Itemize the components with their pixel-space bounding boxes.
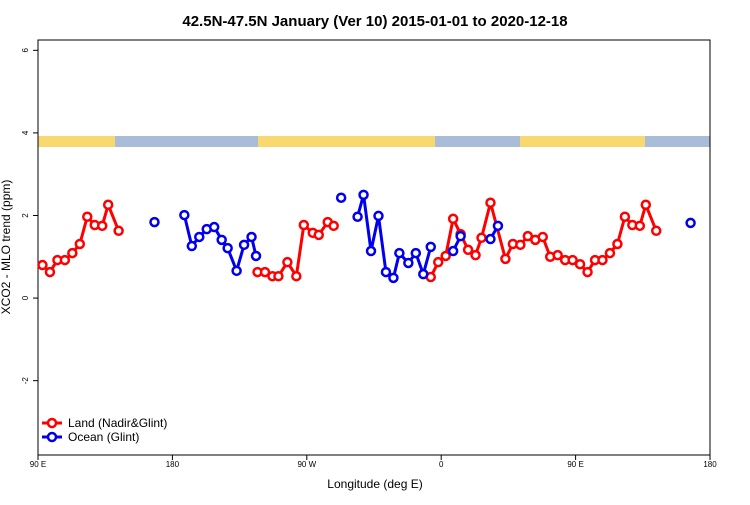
data-point xyxy=(67,247,78,259)
data-point xyxy=(273,270,284,282)
land-strip xyxy=(520,136,645,147)
data-point xyxy=(612,238,623,250)
data-point xyxy=(96,220,108,232)
legend-marker xyxy=(46,431,58,443)
x-axis-label: Longitude (deg E) xyxy=(327,477,422,491)
data-point xyxy=(640,199,652,211)
data-point xyxy=(102,199,114,211)
data-point xyxy=(440,250,451,262)
data-point xyxy=(582,266,593,278)
data-point xyxy=(574,258,586,270)
data-point xyxy=(250,250,262,262)
data-point xyxy=(403,257,414,269)
data-point xyxy=(515,239,526,251)
plot-frame xyxy=(37,39,711,456)
data-point xyxy=(74,238,86,250)
data-point xyxy=(537,231,548,243)
chart-title: 42.5N-47.5N January (Ver 10) 2015-01-01 … xyxy=(182,13,567,30)
data-point xyxy=(238,239,250,251)
data-point xyxy=(231,265,242,277)
legend-marker xyxy=(46,417,58,429)
data-point xyxy=(328,220,339,232)
y-tick-label: 0 xyxy=(21,295,30,300)
data-point xyxy=(470,249,481,261)
legend-label: Land (Nadir&Glint) xyxy=(68,416,167,430)
x-tick-label: 180 xyxy=(166,460,180,469)
data-point xyxy=(485,233,496,245)
x-tick-label: 90 E xyxy=(567,460,583,469)
y-tick-label: -2 xyxy=(21,377,30,385)
data-point xyxy=(455,230,466,242)
data-point xyxy=(313,229,324,241)
data-point xyxy=(447,245,459,257)
data-point xyxy=(186,240,198,252)
data-point xyxy=(447,213,459,225)
data-point xyxy=(82,211,93,222)
data-point xyxy=(358,189,369,201)
data-point xyxy=(634,220,646,232)
data-point xyxy=(552,249,563,261)
data-point xyxy=(259,266,271,278)
data-point xyxy=(216,234,227,246)
land-strip xyxy=(38,136,115,147)
data-point xyxy=(59,254,71,266)
data-point xyxy=(418,268,429,280)
data-point xyxy=(246,231,257,243)
x-tick-label: 180 xyxy=(703,460,717,469)
data-point xyxy=(476,232,487,244)
x-tick-label: 90 W xyxy=(297,460,316,469)
y-tick-label: 6 xyxy=(21,48,30,53)
data-point xyxy=(425,241,436,253)
data-point xyxy=(394,247,405,259)
data-point xyxy=(597,254,608,266)
data-point xyxy=(291,270,302,282)
data-point xyxy=(179,209,190,221)
data-point xyxy=(373,210,384,222)
y-tick-label: 4 xyxy=(21,130,30,135)
data-point xyxy=(365,245,377,257)
data-point xyxy=(282,256,293,268)
data-point xyxy=(567,254,578,266)
data-point xyxy=(380,266,392,278)
legend-label: Ocean (Glint) xyxy=(68,430,139,444)
data-point xyxy=(410,247,422,259)
data-point xyxy=(604,247,616,259)
data-point xyxy=(149,216,160,228)
data-point xyxy=(194,231,205,243)
data-point xyxy=(492,220,504,232)
data-point xyxy=(388,272,399,284)
data-point xyxy=(685,217,696,229)
data-point xyxy=(500,253,511,265)
data-point xyxy=(432,256,444,268)
land-strip xyxy=(258,136,435,147)
data-point xyxy=(462,244,474,256)
data-point xyxy=(352,211,363,222)
data-point xyxy=(485,197,496,208)
data-point xyxy=(298,219,310,231)
data-point xyxy=(222,242,233,254)
x-tick-label: 90 E xyxy=(30,460,46,469)
y-tick-label: 2 xyxy=(21,213,30,218)
data-point xyxy=(208,221,220,233)
data-point xyxy=(335,192,347,203)
data-point xyxy=(650,225,662,237)
y-axis-label: XCO2 - MLO trend (ppm) xyxy=(0,180,13,315)
land-mask xyxy=(38,136,710,147)
x-tick-label: 0 xyxy=(439,460,444,469)
data-point xyxy=(619,211,631,222)
data-point xyxy=(37,259,48,271)
data-point xyxy=(113,225,124,237)
data-point xyxy=(44,266,56,278)
